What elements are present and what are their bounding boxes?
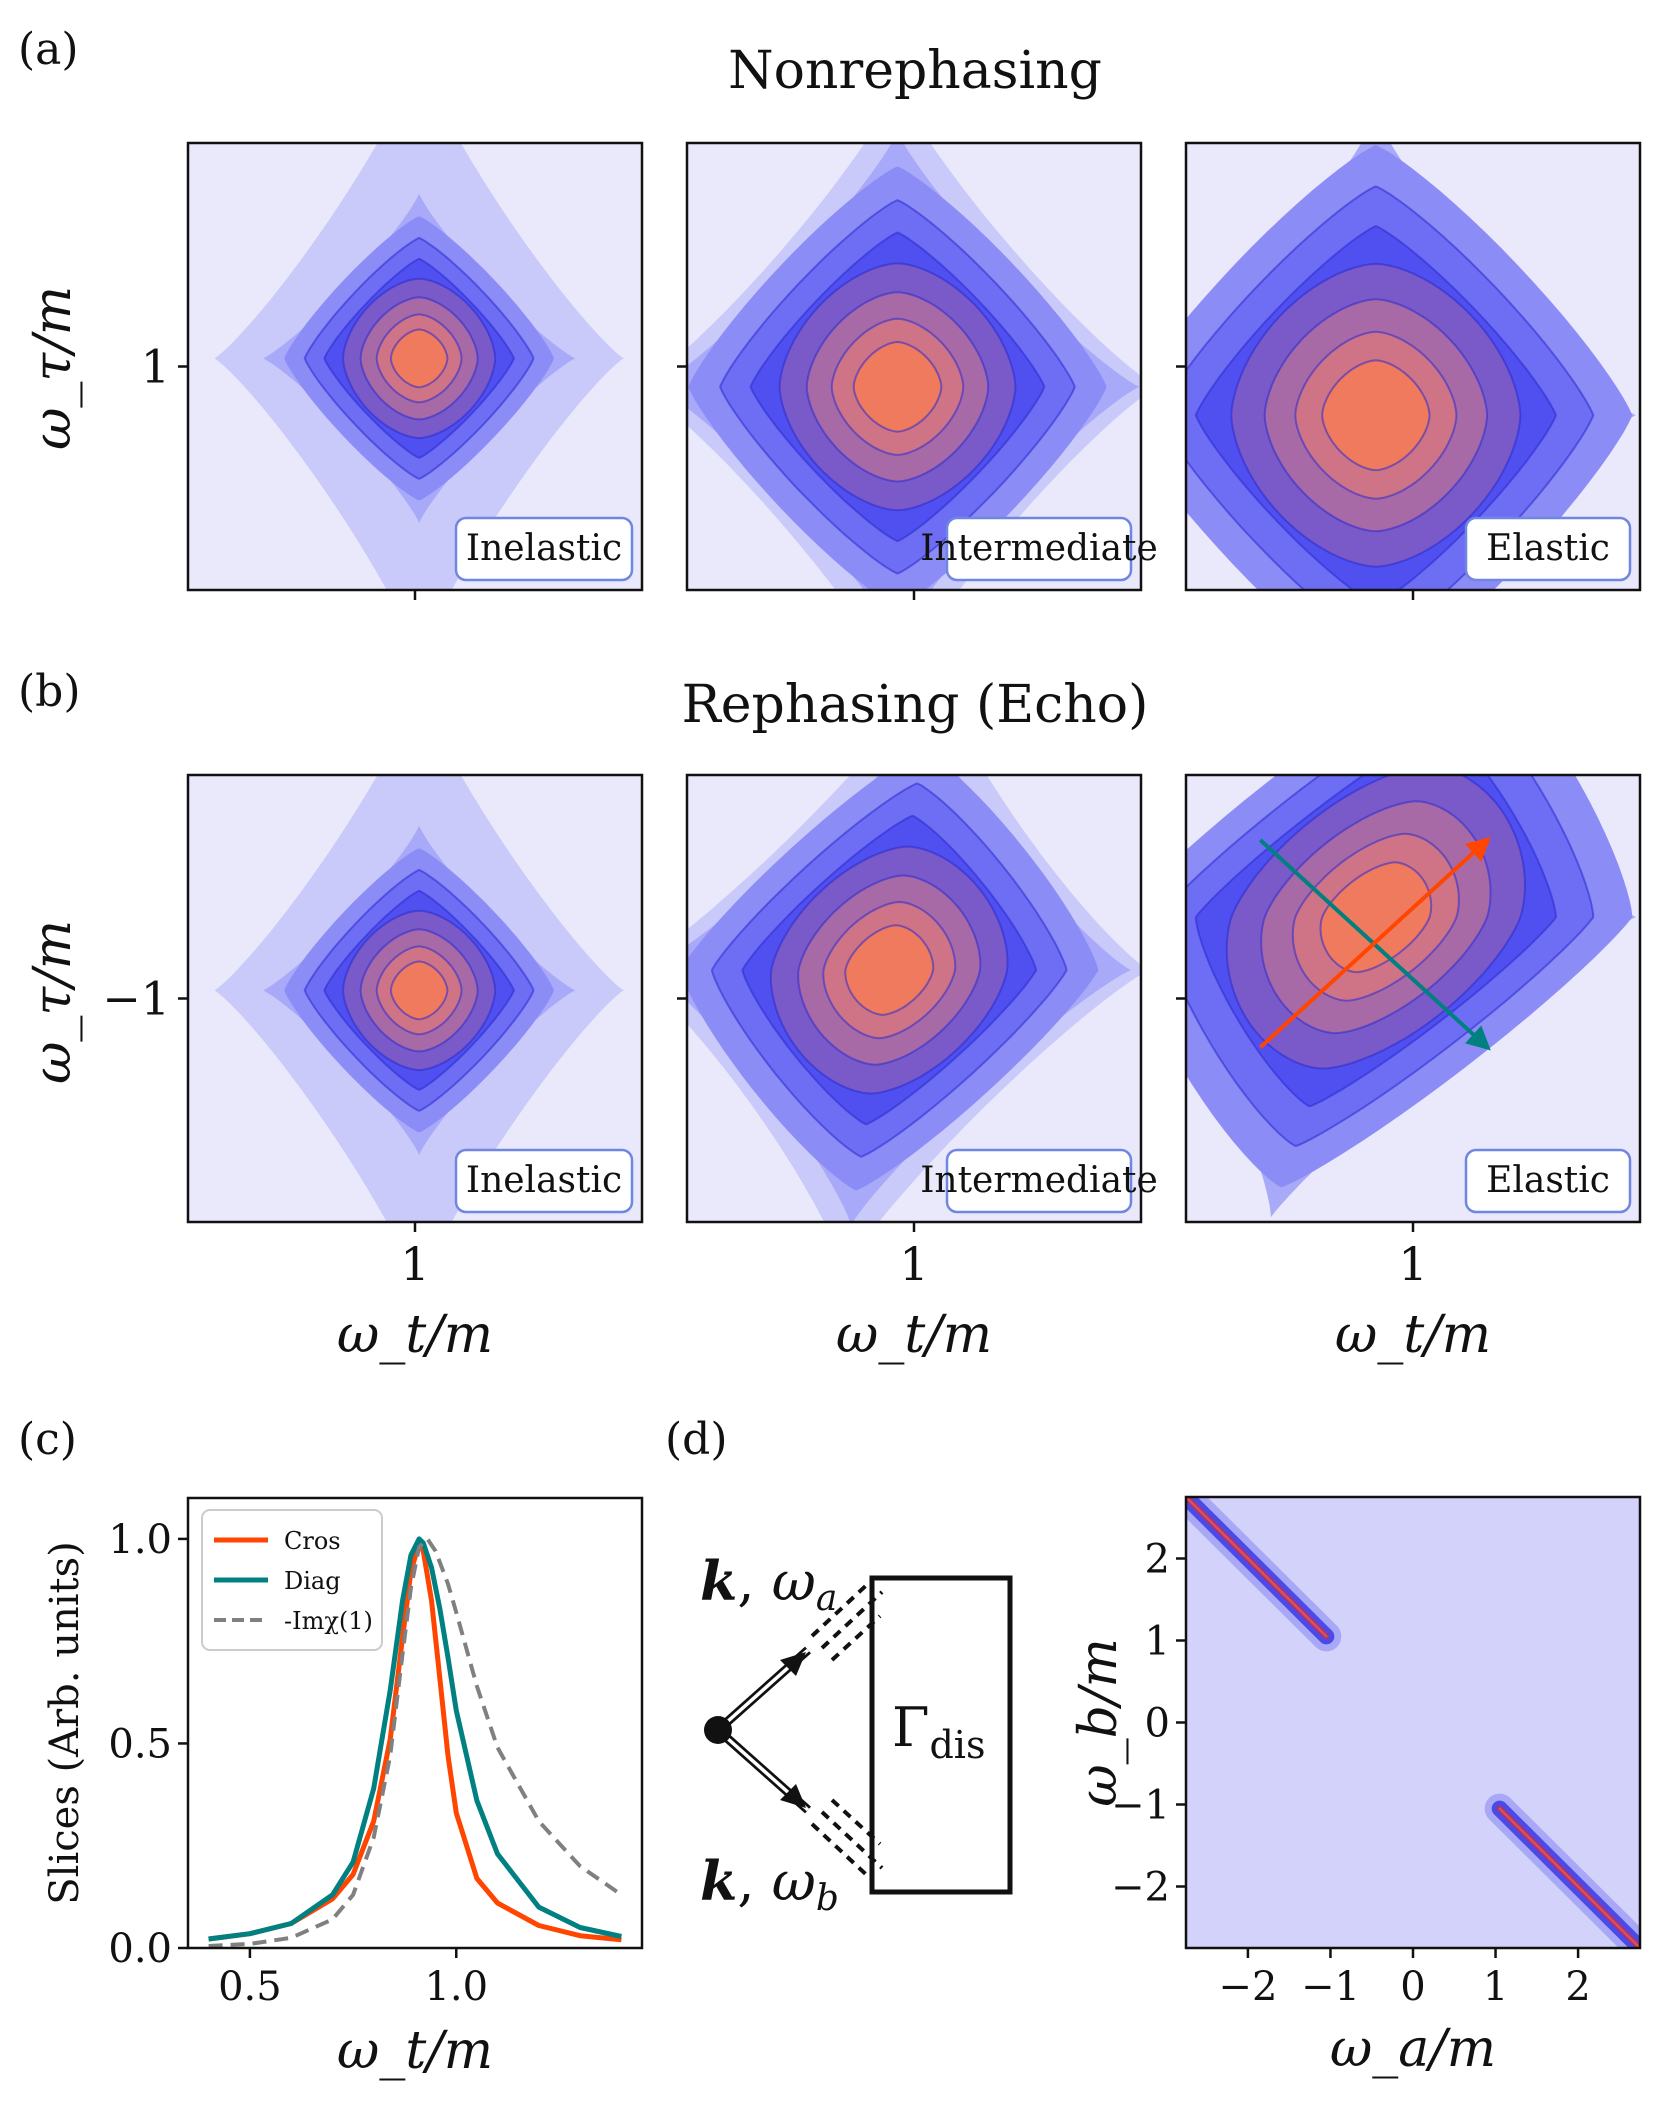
y-tick-label-d: 2	[1145, 1537, 1170, 1583]
tag-label: Elastic	[1486, 1160, 1610, 1201]
diagram-vertex	[704, 1716, 732, 1744]
heatmap-panel-b2: Intermediate 1 ω_t/m	[677, 773, 1158, 1365]
heatmap-panel-a2: Intermediate	[677, 141, 1158, 600]
diagram-upper-arrowhead	[780, 1652, 806, 1676]
ylabel-row-a-text: ω_τ/m	[23, 286, 83, 450]
ylabel-row-b-text: ω_τ/m	[23, 920, 83, 1084]
contour-level-9	[1319, 861, 1433, 974]
band-peak-1	[1498, 1807, 1640, 1948]
legend-label: Cros	[284, 1527, 341, 1555]
x-tick-label: 1	[1398, 1237, 1427, 1291]
diagram-gamma-label: Γdis	[892, 1696, 985, 1767]
y-tick-label-d: 0	[1145, 1701, 1170, 1747]
y-axis-label-c-wrap: Slices (Arb. units)	[42, 1541, 88, 1904]
x-tick-label-d: 2	[1565, 1964, 1590, 2010]
arrow-cros	[1258, 836, 1491, 1049]
heatmap-omega-ab: −2 −1 0 1 2 −2 −1 0 1 2 ω_a/m ω_b/m	[1069, 1495, 1642, 2079]
tag-label: Intermediate	[920, 528, 1158, 569]
panel-label-a: (a)	[18, 24, 79, 75]
tag-box	[454, 1148, 634, 1214]
contour-level-9	[1321, 359, 1431, 472]
top-sub: a	[816, 1578, 837, 1619]
series-line-1	[208, 1536, 622, 1942]
x-axis-label: ω_t/m	[836, 1305, 992, 1365]
heatmap-panel-b1: Inelastic 1 ω_t/m −1	[102, 773, 644, 1365]
top-k: k	[700, 1549, 737, 1613]
contour-level-9	[852, 340, 943, 433]
x-axis-label-c: ω_t/m	[337, 2021, 493, 2081]
tag-label: Intermediate	[920, 1160, 1158, 1201]
panel-label-d: (d)	[665, 1414, 728, 1465]
bottom-k: k	[700, 1849, 737, 1913]
y-tick-label-d: 1	[1145, 1619, 1170, 1665]
diagram-top-label: k, ωa	[700, 1549, 837, 1619]
contour-level-9	[389, 328, 449, 389]
tag-label: Elastic	[1486, 528, 1610, 569]
diagram-lower-arrowhead	[780, 1784, 806, 1808]
panel-label-b: (b)	[18, 666, 81, 717]
y-tick-label-d: −1	[1111, 1783, 1170, 1829]
tag-box	[1464, 516, 1632, 582]
legend-label: Diag	[284, 1567, 341, 1595]
x-tick-label-d: −1	[1301, 1964, 1360, 2010]
top-omega: ω	[772, 1550, 816, 1613]
legend-box	[201, 1509, 383, 1651]
x-tick-label-d: −2	[1218, 1964, 1277, 2010]
ylabel-row-b: ω_τ/m	[23, 920, 83, 1084]
gamma-symbol: Γ	[892, 1696, 929, 1759]
x-tick-label: 1	[899, 1237, 928, 1291]
x-tick-label: 1	[400, 1237, 429, 1291]
row-title-rephasing: Rephasing (Echo)	[682, 675, 1149, 735]
y-axis-label-d-wrap: ω_b/m	[1069, 1638, 1129, 1807]
y-axis-label-d: ω_b/m	[1069, 1638, 1129, 1807]
axes-frame-c	[186, 1496, 644, 1950]
tag-box	[454, 516, 634, 582]
tag-box	[945, 516, 1133, 582]
y-tick-label-c: 0.5	[108, 1721, 172, 1767]
y-tick-label-c: 1.0	[108, 1517, 172, 1563]
series-line-2	[208, 1536, 623, 1948]
line-chart-slices: 0.5 1.0 0.0 0.5 1.0 ω_t/m Slices (Arb. units) C…	[42, 1496, 644, 2081]
bottom-sub: b	[816, 1878, 839, 1919]
feynman-diagram: Γdis k, ωa k, ωb	[700, 1549, 1013, 1919]
diagram-bottom-label: k, ωb	[700, 1849, 839, 1919]
gamma-subscript: dis	[929, 1723, 985, 1767]
x-tick-label-c: 1.0	[424, 1964, 488, 2010]
y-tick-label-d: −2	[1111, 1865, 1170, 1911]
band-peak-0	[1186, 1497, 1328, 1638]
ylabel-row-a: ω_τ/m	[23, 286, 83, 450]
panel-label-c: (c)	[18, 1414, 77, 1465]
legend-label: -Imχ(1)	[284, 1607, 373, 1635]
contour-level-9	[844, 924, 935, 1016]
tag-box	[945, 1148, 1133, 1214]
contour-level-9	[389, 960, 449, 1021]
x-axis-label-d: ω_a/m	[1330, 2019, 1496, 2079]
y-tick-label: −1	[102, 972, 170, 1026]
heatmap-panels: Inelastic 1 Intermediate Elastic Inelastic 1 ω…	[102, 141, 1642, 1365]
heatmap-panel-a1: Inelastic 1	[141, 141, 644, 600]
tag-label: Inelastic	[466, 528, 622, 569]
tag-label: Inelastic	[466, 1160, 622, 1201]
x-axis-label: ω_t/m	[337, 1305, 493, 1365]
heatmap-panel-a3: Elastic	[1176, 141, 1642, 600]
x-tick-label-d: 1	[1483, 1964, 1508, 2010]
row-title-nonrephasing: Nonrephasing	[728, 41, 1102, 101]
bottom-omega: ω	[772, 1850, 816, 1913]
y-tick-label-c: 0.0	[108, 1926, 172, 1972]
y-tick-label: 1	[141, 340, 170, 394]
diagram-gamma-box	[869, 1575, 1013, 1895]
tag-box	[1464, 1148, 1632, 1214]
heatmap-panel-b3: Elastic 1 ω_t/m	[1176, 773, 1642, 1365]
y-axis-label-c: Slices (Arb. units)	[42, 1541, 88, 1904]
x-tick-label-d: 0	[1400, 1964, 1425, 2010]
x-tick-label-c: 0.5	[218, 1964, 282, 2010]
x-axis-label: ω_t/m	[1335, 1305, 1491, 1365]
